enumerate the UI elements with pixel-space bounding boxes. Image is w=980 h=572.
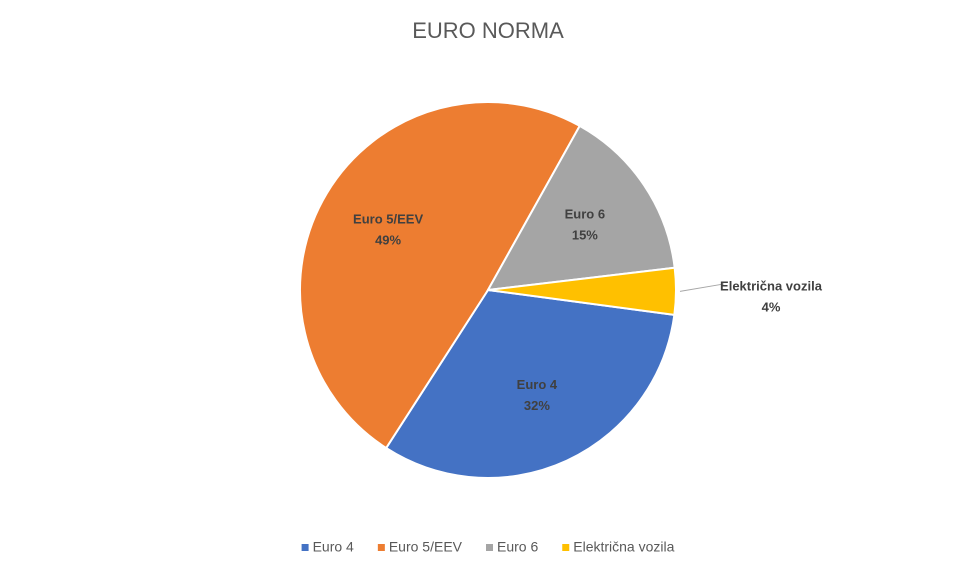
data-label: Euro 5/EEV bbox=[353, 211, 423, 226]
data-label: 32% bbox=[524, 398, 550, 413]
leader-line bbox=[679, 283, 725, 292]
pie-slice bbox=[299, 101, 582, 450]
legend-swatch bbox=[301, 544, 309, 551]
data-label: Električna vozila bbox=[720, 278, 823, 293]
legend-swatch bbox=[562, 544, 570, 551]
legend-label: Euro 4 bbox=[313, 539, 354, 555]
legend-label: Električna vozila bbox=[573, 539, 674, 555]
data-label: 49% bbox=[375, 232, 401, 247]
chart-title: EURO NORMA bbox=[412, 18, 564, 43]
pie-slice bbox=[486, 124, 676, 292]
data-label: Euro 6 bbox=[565, 207, 605, 222]
data-label: 4% bbox=[762, 299, 781, 314]
legend-label: Euro 6 bbox=[497, 539, 538, 555]
legend-swatch bbox=[377, 544, 385, 551]
legend-label: Euro 5/EEV bbox=[389, 539, 463, 555]
data-label: Euro 4 bbox=[517, 377, 558, 392]
data-label: 15% bbox=[572, 228, 598, 243]
legend-swatch bbox=[486, 544, 493, 551]
pie-slice bbox=[487, 266, 677, 316]
